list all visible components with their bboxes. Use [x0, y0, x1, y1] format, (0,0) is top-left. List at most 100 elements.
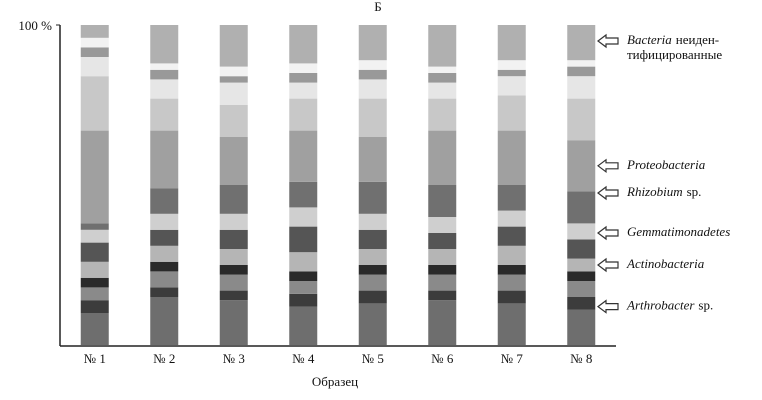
bar-segment — [428, 130, 457, 185]
x-tick-label: № 7 — [501, 351, 524, 366]
bar-segment — [358, 303, 387, 345]
bar-segment — [358, 69, 387, 80]
bar-segment — [567, 271, 596, 281]
bar-segment — [80, 277, 109, 288]
bar-segment — [80, 229, 109, 243]
bar-segment — [428, 66, 457, 73]
bar-segment — [80, 76, 109, 131]
bar-segment — [567, 66, 596, 77]
bar-segment — [80, 300, 109, 313]
bar-segment — [289, 130, 318, 182]
bar-segment — [80, 47, 109, 57]
bar-segment — [428, 265, 457, 275]
bar-segment — [150, 188, 179, 214]
bar-segment — [289, 207, 318, 227]
bar-segment — [289, 226, 318, 253]
x-tick-label: № 2 — [153, 351, 175, 366]
bar-segment — [219, 137, 248, 185]
bar-segment — [358, 60, 387, 70]
bar-segment — [567, 76, 596, 99]
annotation-italic: Rhizobium — [626, 184, 683, 199]
bar-segment — [497, 25, 526, 61]
bar-segment — [567, 98, 596, 141]
x-tick-label: № 8 — [570, 351, 592, 366]
bar-segment — [428, 290, 457, 301]
bar-segment — [289, 271, 318, 281]
bar-segment — [358, 249, 387, 265]
annotation-arrow — [597, 257, 619, 273]
bar-segment — [289, 63, 318, 73]
bar-segment — [567, 281, 596, 297]
annotation-italic: Actinobacteria — [626, 256, 705, 271]
annotation-label: Proteobacteria — [626, 157, 706, 172]
bar-segment — [219, 274, 248, 291]
x-tick-label: № 3 — [223, 351, 245, 366]
annotation-arrow — [597, 33, 619, 49]
bar-segment — [358, 25, 387, 61]
bar-segment — [150, 63, 179, 70]
bar-segment — [497, 290, 526, 304]
bar-segment — [219, 185, 248, 214]
bar-segment — [428, 274, 457, 291]
bar-segment — [567, 25, 596, 61]
annotation-label: Rhizobium sp. — [626, 184, 701, 199]
bar-segment — [150, 25, 179, 64]
annotation-label: Bacteria неиден- — [627, 32, 719, 47]
bar-segment — [219, 300, 248, 345]
bar-segment — [150, 287, 179, 297]
bar-segment — [150, 261, 179, 272]
bar-segment — [358, 98, 387, 137]
bar-segment — [428, 185, 457, 217]
annotation-label: Actinobacteria — [626, 256, 705, 271]
bar-segment — [80, 261, 109, 278]
bar-segment — [219, 229, 248, 249]
bar-segment — [497, 210, 526, 227]
bar-segment — [289, 82, 318, 99]
bar-segment — [428, 249, 457, 265]
annotation-arrow — [597, 225, 619, 241]
bar-segment — [428, 233, 457, 249]
bar-segment — [150, 229, 179, 246]
bar-segment — [497, 130, 526, 185]
bar-segment — [219, 249, 248, 265]
bar-segment — [219, 66, 248, 77]
bar-segment — [219, 25, 248, 67]
bar-segment — [358, 290, 387, 304]
annotation-arrow — [597, 158, 619, 174]
annotation-arrow — [597, 185, 619, 201]
bar-segment — [358, 274, 387, 291]
annotation-line2: тифицированные — [627, 47, 722, 62]
bar-segment — [289, 252, 318, 272]
bar-segment — [219, 290, 248, 301]
bar-segment — [80, 25, 109, 38]
bar-segment — [567, 239, 596, 259]
bar-segment — [428, 217, 457, 233]
bar-segment — [428, 300, 457, 345]
chart-title: Б — [374, 0, 381, 14]
bar-segment — [80, 130, 109, 224]
bar-segment — [428, 82, 457, 99]
bar-segment — [289, 73, 318, 83]
x-tick-label: № 6 — [431, 351, 454, 366]
bar-segment — [497, 245, 526, 265]
annotation-italic: Bacteria — [627, 32, 672, 47]
bar-segment — [567, 60, 596, 67]
bar-segment — [219, 213, 248, 230]
bar-segment — [289, 98, 318, 131]
bar-segment — [567, 258, 596, 272]
bar-segment — [150, 69, 179, 80]
annotation-italic: Proteobacteria — [626, 157, 706, 172]
bar-segment — [150, 245, 179, 262]
bar-segment — [80, 223, 109, 230]
bar-segment — [428, 98, 457, 131]
bar-segment — [150, 79, 179, 99]
y-tick-label: 100 % — [18, 18, 52, 33]
bar-segment — [150, 213, 179, 230]
bar-segment — [358, 181, 387, 214]
annotation-arrow — [597, 299, 619, 314]
bar-segment — [219, 105, 248, 137]
bar-segment — [80, 313, 109, 345]
x-tick-label: № 4 — [292, 351, 315, 366]
bar-segment — [497, 226, 526, 246]
